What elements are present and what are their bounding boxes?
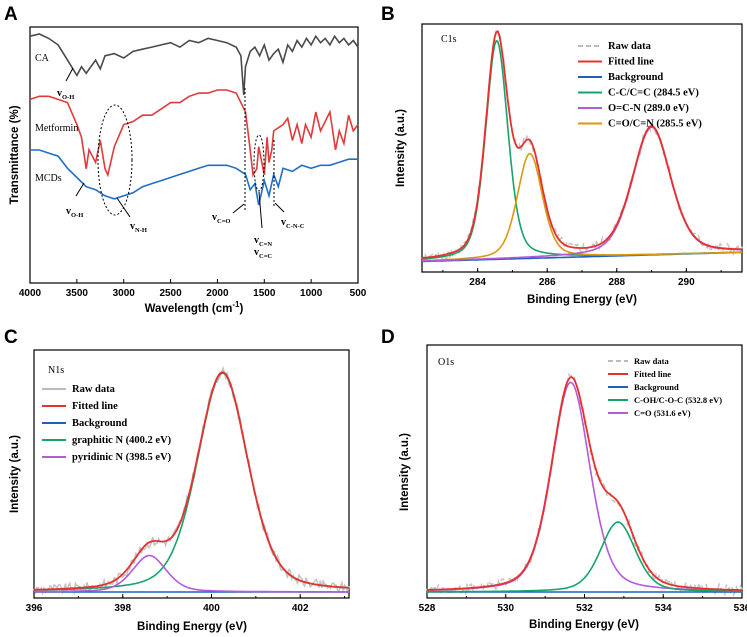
panel-c-ylabel: Intensity (a.u.) [9, 435, 21, 513]
label-cc: vC=C [254, 247, 272, 260]
panel-d-tag: O1s [438, 357, 454, 368]
legend-label: C-OH/C-O-C (532.8 eV) [634, 395, 722, 405]
legend-label: C=O (531.6 eV) [634, 408, 691, 418]
nh-region-ellipse [97, 104, 133, 216]
panel-a-xtick-label: 500 [350, 288, 367, 299]
series-fitted-line [421, 30, 742, 259]
legend-label: Raw data [72, 384, 116, 395]
panel-a-xtick-label: 1000 [300, 288, 323, 299]
panel-a-ylabel: Transmittance (%) [9, 105, 21, 204]
xtick-label: 536 [734, 603, 747, 614]
panel-c-tag: N1s [48, 365, 64, 376]
xtick-label: 284 [469, 277, 486, 288]
annotation-cnc: vC-N-C [274, 202, 305, 230]
series-peak-cohcoc [427, 521, 742, 593]
series-ca [29, 33, 359, 96]
series-mcds [30, 149, 358, 206]
panel-b-tag: C1s [441, 34, 457, 45]
panel-a-frame [29, 26, 359, 284]
annotation-co: vC=O [212, 203, 245, 225]
legend-label: Fitted line [634, 369, 671, 379]
panel-a-xlabel: Wavelength (cm-1) [145, 300, 244, 315]
xtick-label: 402 [292, 603, 309, 614]
panel-d-label: D [381, 327, 395, 348]
panel-a-xtick-label: 2500 [159, 288, 182, 299]
curve-label-mcds: MCDs [35, 173, 62, 184]
series-fitted-line [34, 371, 350, 591]
legend-label: O=C-N (289.0 eV) [608, 103, 689, 114]
panel-a-xtick-label: 2000 [206, 288, 229, 299]
xtick-label: 534 [655, 603, 672, 614]
legend-label: Background [72, 418, 127, 429]
panel-c-xlabel: Binding Energy (eV) [137, 621, 247, 633]
series-raw-data [426, 372, 743, 598]
annotation-oh-top: vO-H [57, 67, 74, 101]
annotation-nh: vN-H [116, 197, 147, 234]
panel-b-chart: 284 286 288 290 C1s Binding Energy (eV) Int… [395, 23, 743, 306]
series-peak-cocn [421, 152, 743, 262]
legend-label: C-C/C=C (284.5 eV) [608, 88, 699, 99]
panel-d-chart: 528530532534536 O1s Binding Energy (eV) … [399, 344, 747, 631]
panel-a-label: A [4, 4, 18, 25]
series-peak-cccc [421, 39, 742, 260]
legend-label: Fitted line [72, 401, 118, 412]
panel-a-xtick-label: 3000 [113, 288, 136, 299]
cn-region-ellipse [253, 134, 265, 192]
series-fitted-line [427, 376, 743, 591]
xtick-label: 290 [678, 277, 695, 288]
series-peak-co [427, 381, 742, 592]
panel-c-frame [33, 349, 350, 599]
panel-b-label: B [381, 4, 395, 25]
arrow-cnc [274, 202, 285, 213]
xtick-label: 286 [539, 277, 556, 288]
arrow-oh-bottom [75, 182, 85, 197]
legend-label: Fitted line [608, 57, 654, 68]
xtick-label: 528 [419, 603, 436, 614]
series-peak-pyridinicn [34, 554, 349, 593]
panel-a-chart: 4000 3500 3000 2500 2000 1500 1000 500 Waveleng… [9, 26, 367, 315]
curve-label-metformin: Metformin [35, 123, 78, 134]
annotation-oh-bottom: vO-H [66, 182, 85, 219]
legend-label: Raw data [608, 41, 652, 52]
panel-d-xlabel: Binding Energy (eV) [529, 619, 639, 631]
legend-label: pyridinic N (398.5 eV) [72, 452, 172, 463]
label-cnc: vC-N-C [281, 217, 305, 230]
series-peak-ocn [422, 126, 743, 262]
label-co: vC=O [212, 212, 230, 225]
label-cn: vC=N [254, 235, 272, 248]
legend-label: Raw data [634, 356, 669, 366]
legend-label: Background [608, 72, 663, 83]
label-oh-top: vO-H [57, 88, 74, 101]
arrow-nh [116, 197, 131, 218]
legend-label: graphitic N (400.2 eV) [72, 435, 172, 446]
xtick-label: 532 [576, 603, 593, 614]
arrow-co [232, 203, 245, 214]
panel-b-xlabel: Binding Energy (eV) [527, 294, 637, 306]
panel-a-xtick-label: 3500 [66, 288, 89, 299]
xtick-label: 398 [114, 603, 131, 614]
panel-d-ylabel: Intensity (a.u.) [399, 433, 411, 511]
xtick-label: 396 [26, 603, 43, 614]
legend-label: Background [634, 382, 679, 392]
label-oh-bottom: vO-H [66, 206, 83, 219]
xtick-label: 288 [608, 277, 625, 288]
panel-c-label: C [4, 327, 18, 348]
label-nh: vN-H [130, 221, 147, 234]
arrow-cn [258, 191, 263, 229]
panel-b-ylabel: Intensity (a.u.) [395, 109, 407, 187]
series-metformin [29, 89, 359, 178]
legend-label: C=O/C=N (285.5 eV) [608, 119, 702, 130]
panel-a-xtick-label: 4000 [19, 288, 42, 299]
arrow-oh-top [65, 67, 74, 82]
panel-a-xtick-label: 1500 [253, 288, 276, 299]
series-raw-data [421, 30, 743, 261]
annotation-cn-cc: vC=N vC=C [254, 191, 272, 260]
panel-c-chart: 396 398 400 402 N1s Binding Energy (eV) Int… [9, 349, 350, 633]
curve-label-ca: CA [35, 53, 50, 64]
panel-d-frame [426, 344, 743, 599]
xtick-label: 400 [203, 603, 220, 614]
xtick-label: 530 [497, 603, 514, 614]
